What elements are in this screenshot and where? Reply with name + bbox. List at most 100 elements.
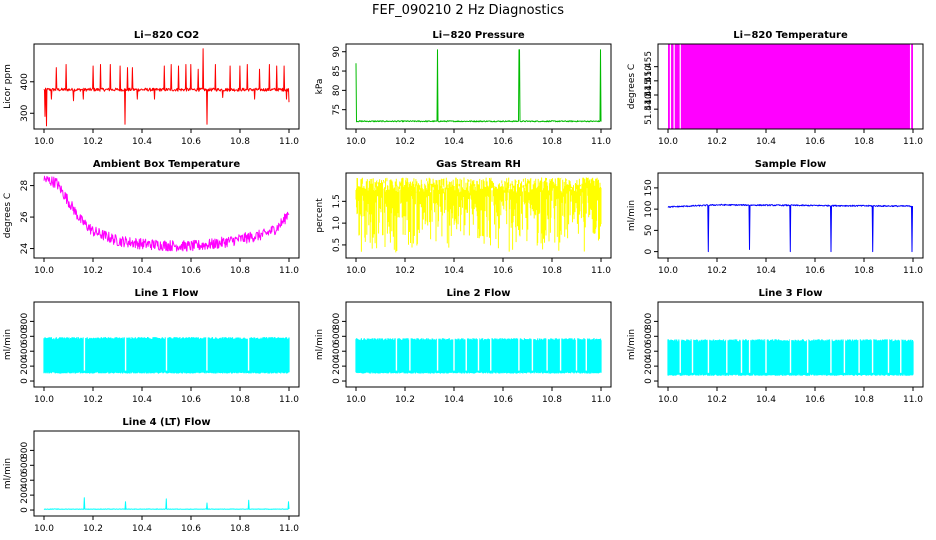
- x-tick-label: 10.4: [132, 395, 152, 405]
- x-tick-label: 10.2: [83, 266, 103, 276]
- x-tick-label: 10.4: [444, 137, 464, 147]
- panel-title: Line 3 Flow: [759, 288, 823, 299]
- y-tick-label: 0: [644, 248, 654, 254]
- data-series: [43, 336, 290, 374]
- y-tick-label: 0: [644, 378, 654, 384]
- x-tick-label: 11.0: [903, 137, 923, 147]
- y-tick-label: 400: [644, 342, 654, 359]
- y-tick-label: 100: [644, 200, 654, 217]
- y-axis-label: ml/min: [627, 329, 637, 360]
- x-tick-label: 10.6: [493, 137, 513, 147]
- y-tick-label: 600: [644, 327, 654, 344]
- x-tick-label: 10.6: [181, 266, 201, 276]
- x-tick-label: 10.2: [83, 395, 103, 405]
- data-series: [355, 337, 602, 374]
- y-tick-label: 300: [20, 104, 30, 121]
- data-line: [43, 497, 290, 510]
- y-tick-label: 85: [332, 65, 342, 76]
- x-tick-label: 11.0: [279, 266, 299, 276]
- x-tick-label: 10.8: [230, 524, 250, 534]
- panel-title: Line 4 (LT) Flow: [122, 417, 210, 428]
- panel-line3: Line 3 Flow ml/min 10.0 10.2 10.4 10.6 10.8 11.…: [627, 288, 924, 405]
- y-tick-label: 400: [20, 342, 30, 359]
- x-tick-label: 10.6: [805, 395, 825, 405]
- x-tick-label: 10.2: [395, 395, 415, 405]
- data-series: [355, 177, 602, 253]
- x-tick-label: 10.8: [230, 395, 250, 405]
- panel-title: Sample Flow: [755, 159, 827, 170]
- x-tick-label: 10.2: [707, 395, 727, 405]
- y-tick-label: 600: [20, 456, 30, 473]
- x-tick-label: 11.0: [591, 137, 611, 147]
- x-tick-label: 10.0: [658, 395, 678, 405]
- panel-title: Gas Stream RH: [436, 159, 521, 170]
- x-tick-label: 10.4: [756, 395, 776, 405]
- y-tick-label: 400: [332, 342, 342, 359]
- y-axis-label: degrees C: [3, 193, 13, 238]
- x-tick-label: 10.8: [542, 266, 562, 276]
- y-tick-label: 400: [20, 471, 30, 488]
- y-tick-label: 51.440: [644, 93, 654, 125]
- x-tick-label: 10.0: [34, 137, 54, 147]
- data-series: [668, 44, 913, 129]
- y-tick-label: 800: [20, 313, 30, 330]
- x-tick-label: 10.4: [132, 137, 152, 147]
- x-tick-label: 10.6: [805, 137, 825, 147]
- x-tick-label: 10.2: [83, 524, 103, 534]
- plot-frame: [33, 301, 300, 388]
- x-tick-label: 10.4: [132, 524, 152, 534]
- y-tick-label: 51.450: [644, 65, 654, 97]
- x-tick-label: 11.0: [279, 137, 299, 147]
- y-tick-label: 200: [332, 357, 342, 374]
- data-line: [355, 49, 602, 123]
- data-band: [668, 44, 913, 129]
- panel-line2: Line 2 Flow ml/min 10.0 10.2 10.4 10.6 10.8 11.…: [315, 288, 612, 405]
- x-tick-label: 10.0: [34, 395, 54, 405]
- panel-line1: Line 1 Flow ml/min 10.0 10.2 10.4 10.6 10.8 11.…: [3, 288, 300, 405]
- plot-frame: [33, 43, 300, 130]
- plot-frame: [345, 172, 612, 259]
- y-tick-label: 24: [20, 243, 30, 255]
- x-tick-label: 10.2: [395, 137, 415, 147]
- data-line: [667, 203, 913, 253]
- x-tick-label: 10.2: [395, 266, 415, 276]
- x-tick-label: 10.4: [444, 395, 464, 405]
- y-tick-label: 80: [332, 84, 342, 96]
- x-tick-label: 10.8: [230, 266, 250, 276]
- y-tick-label: 800: [20, 442, 30, 459]
- y-tick-label: 150: [644, 179, 654, 196]
- data-line: [355, 177, 602, 253]
- y-axis-label: kPa: [315, 79, 325, 95]
- y-tick-label: 600: [20, 327, 30, 344]
- y-axis-label: ml/min: [3, 329, 13, 360]
- plot-frame: [657, 43, 924, 130]
- y-tick-label: 200: [20, 486, 30, 503]
- x-tick-label: 11.0: [591, 395, 611, 405]
- y-tick-label: 200: [644, 357, 654, 374]
- y-tick-label: 51.445: [644, 79, 654, 111]
- x-tick-label: 10.0: [346, 137, 366, 147]
- x-tick-label: 10.6: [493, 266, 513, 276]
- panel-title: Li−820 Temperature: [733, 30, 848, 41]
- panel-title: Li−820 CO2: [134, 30, 199, 41]
- plot-frame: [33, 430, 300, 517]
- panel-co2: Li−820 CO2 Licor ppm 10.0 10.2 10.4 10.6 10.8 1…: [3, 30, 300, 147]
- panel-rh: Gas Stream RH percent 10.0 10.2 10.4 10.6 10.8…: [315, 159, 612, 276]
- y-tick-label: 51.455: [644, 51, 654, 83]
- x-tick-label: 10.4: [756, 266, 776, 276]
- figure-title: FEF_090210 2 Hz Diagnostics: [372, 3, 564, 18]
- y-tick-label: 1.0: [332, 216, 342, 231]
- panel-line4: Line 4 (LT) Flow ml/min 10.0 10.2 10.4 10.6 10…: [3, 417, 300, 534]
- y-axis-label: ml/min: [3, 458, 13, 489]
- panel-title: Ambient Box Temperature: [93, 159, 240, 170]
- x-tick-label: 10.8: [542, 395, 562, 405]
- x-tick-label: 11.0: [903, 395, 923, 405]
- data-series: [667, 203, 913, 253]
- x-tick-label: 10.8: [854, 266, 874, 276]
- panel-title: Li−820 Pressure: [432, 30, 525, 41]
- panel-title: Line 2 Flow: [447, 288, 511, 299]
- data-series: [43, 175, 290, 252]
- y-tick-label: 200: [20, 357, 30, 374]
- x-tick-label: 10.8: [542, 137, 562, 147]
- y-tick-label: 800: [644, 313, 654, 330]
